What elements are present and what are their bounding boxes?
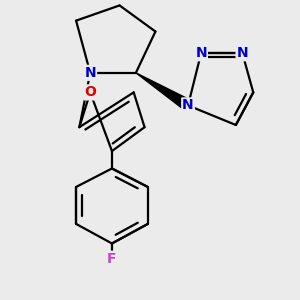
Text: N: N [195, 46, 207, 60]
Text: N: N [237, 46, 248, 60]
Polygon shape [136, 73, 191, 110]
Text: O: O [84, 85, 96, 99]
Text: N: N [182, 98, 194, 112]
Text: F: F [107, 252, 117, 266]
Text: N: N [84, 66, 96, 80]
